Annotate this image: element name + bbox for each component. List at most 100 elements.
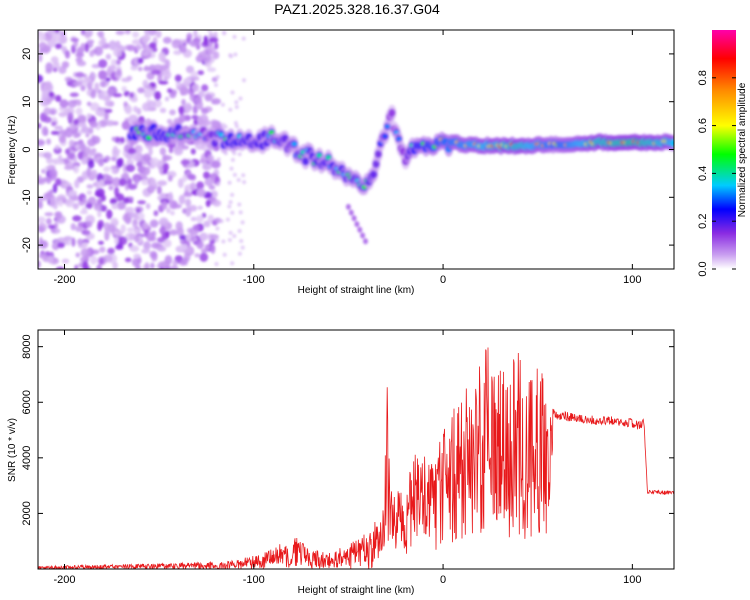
spectral-noise-blob [208,184,216,190]
spectral-noise-blob [122,163,128,173]
spectral-noise-blob [84,77,92,83]
spectral-noise-blob [38,122,42,129]
spectral-noise-blob [203,220,211,228]
spectral-noise-blob [178,194,186,205]
spectral-noise-blob [76,60,87,67]
spectral-noise-blob [204,244,210,251]
spectral-noise-blob [45,62,53,72]
y-tick-label: -10 [21,189,33,205]
spectral-noise-blob [72,202,79,210]
y-tick-label: 20 [21,48,33,60]
spectral-noise-blob [145,203,151,210]
spectral-noise-blob [147,30,157,36]
y-tick-label: 2000 [21,501,33,525]
spectral-noise-blob [74,143,80,150]
spectral-noise-blob [155,30,162,38]
ridge-blob [302,157,310,166]
spectral-noise-blob [237,202,242,207]
spectral-noise-blob [96,198,103,205]
spectral-noise-blob [55,266,65,269]
spectral-noise-blob [154,91,162,101]
spectral-noise-blob [220,102,225,107]
spectral-noise-blob [105,120,115,127]
spectral-noise-blob [234,124,239,129]
spectral-noise-blob [149,250,158,259]
spectral-noise-blob [173,50,182,55]
spectral-noise-blob [75,107,83,116]
spectral-noise-blob [186,32,193,40]
spectral-noise-blob [105,53,112,60]
spectral-noise-blob [98,179,105,188]
spectral-noise-blob [190,148,196,155]
spectral-noise-blob [141,50,150,57]
spectral-noise-blob [210,190,218,198]
spectral-noise-blob [234,100,239,105]
spectral-noise-blob [162,155,173,161]
spectral-noise-blob [75,252,80,258]
spectral-noise-blob [214,238,219,243]
spectral-noise-blob [38,253,47,259]
spectral-noise-blob [103,95,110,102]
spectral-noise-blob [124,206,135,213]
spectral-noise-blob [111,177,122,187]
spectral-noise-blob [38,201,43,209]
spectral-noise-blob [104,228,110,238]
spectral-noise-blob [228,107,233,112]
spectral-noise-blob [222,31,227,36]
spectral-noise-blob [64,50,71,59]
spectral-noise-blob [64,127,73,138]
y-tick-label: 8000 [21,334,33,358]
spectral-noise-blob [241,36,246,41]
spectral-noise-blob [55,211,63,219]
snr-y-label: SNR (10 * v/v) [7,418,18,482]
spectral-noise-blob [185,206,192,217]
spectral-noise-blob [109,198,117,205]
x-tick-label: -100 [243,274,265,286]
spectral-noise-blob [90,169,98,178]
spectral-noise-blob [38,216,46,224]
spectral-noise-blob [99,80,106,88]
spectral-noise-blob [126,227,135,233]
spectral-noise-blob [111,203,119,210]
spectral-noise-blob [56,242,65,249]
spectral-noise-blob [144,30,150,36]
spectral-noise-blob [38,225,45,233]
spectral-noise-blob [143,34,151,42]
spectral-noise-blob [133,253,141,259]
colorbar-gradient [712,30,736,269]
spectral-noise-blob [190,71,198,77]
spectral-noise-blob [238,210,243,215]
spectral-noise-blob [124,182,129,191]
spectral-noise-blob [196,188,206,198]
spectral-noise-blob [225,217,230,222]
spectral-noise-blob [214,83,218,87]
spectral-noise-blob [165,230,170,238]
spectral-noise-blob [203,171,210,179]
spectral-noise-blob [128,212,138,219]
spectral-noise-blob [179,234,188,241]
spectral-noise-blob [121,86,127,92]
spectral-noise-blob [159,226,166,235]
spectral-noise-blob [144,65,149,70]
spectral-noise-blob [111,136,117,142]
spectral-noise-blob [230,157,235,162]
spectral-noise-blob [58,200,64,207]
spectral-noise-blob [59,135,67,144]
spectral-noise-blob [50,130,60,135]
spectral-noise-blob [201,108,209,115]
spectral-noise-blob [77,221,85,228]
spectral-noise-blob [212,199,222,207]
spectral-streak [357,226,363,233]
spectral-noise-blob [232,234,237,238]
spectral-noise-blob [98,240,104,245]
spectral-noise-blob [202,53,212,63]
spectral-noise-blob [38,42,47,50]
spectral-noise-blob [75,226,82,232]
spectral-noise-blob [228,230,233,235]
spectral-noise-blob [191,83,200,93]
spectral-noise-blob [222,252,227,257]
spectral-noise-blob [82,238,90,244]
spectral-noise-blob [65,198,75,208]
spectral-noise-blob [211,98,222,105]
